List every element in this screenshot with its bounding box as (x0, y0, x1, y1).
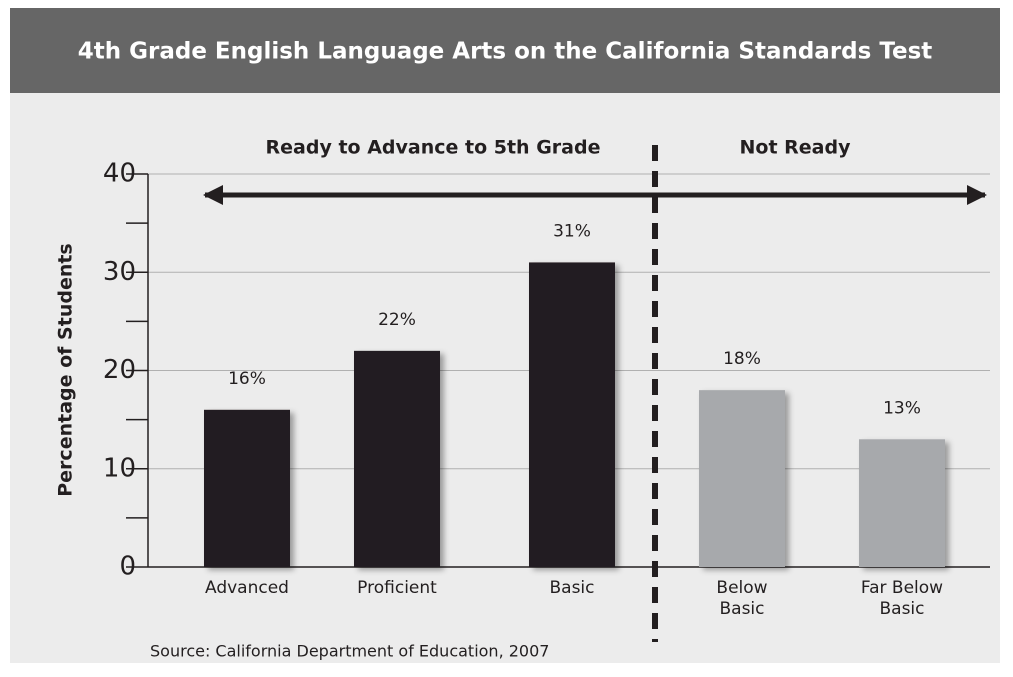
bar (699, 390, 785, 567)
x-tick-label: Far Below Basic (861, 578, 943, 619)
y-axis-label: Percentage of Students (55, 243, 77, 497)
group-label: Not Ready (740, 137, 852, 159)
value-label: 16% (228, 369, 266, 389)
x-tick-label: Below Basic (716, 578, 767, 619)
x-tick-label: Proficient (357, 578, 437, 598)
bar (859, 439, 945, 567)
title-band (10, 8, 1000, 93)
bar (529, 262, 615, 567)
value-label: 31% (553, 221, 591, 241)
source: Source: California Department of Educati… (150, 642, 549, 661)
x-tick-label: Advanced (205, 578, 289, 598)
x-tick-label: Basic (549, 578, 594, 598)
value-label: 22% (378, 310, 416, 330)
chart-title: 4th Grade English Language Arts on the C… (78, 39, 933, 65)
bar (204, 409, 290, 567)
bar (354, 350, 440, 567)
value-label: 18% (723, 349, 761, 369)
value-label: 13% (883, 398, 921, 418)
group-label: Ready to Advance to 5th Grade (266, 137, 601, 159)
panel (10, 8, 1000, 663)
